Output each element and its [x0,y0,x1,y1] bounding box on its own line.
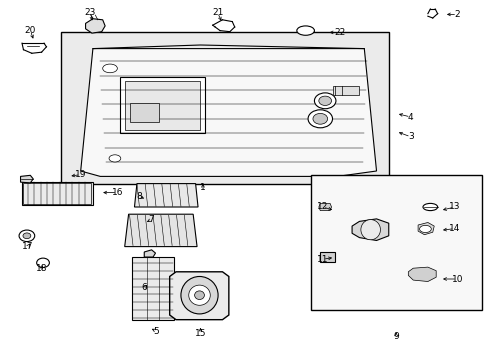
Text: 17: 17 [22,242,34,251]
Ellipse shape [307,110,332,128]
Polygon shape [417,222,433,235]
Bar [120,77,205,133]
Text: 8: 8 [136,192,142,201]
Text: 3: 3 [407,132,413,141]
Ellipse shape [360,220,380,240]
Text: 10: 10 [450,274,462,284]
Text: 11: 11 [316,255,328,264]
Text: 12: 12 [316,202,328,211]
Bar [124,81,200,130]
Text: 5: 5 [153,327,159,336]
Ellipse shape [296,26,314,35]
Ellipse shape [23,233,31,239]
Text: 15: 15 [194,328,206,338]
Polygon shape [20,175,33,183]
Text: 2: 2 [453,10,459,19]
Polygon shape [85,19,105,33]
Polygon shape [144,250,155,257]
Text: 1: 1 [200,183,205,192]
Text: 7: 7 [148,215,154,224]
Ellipse shape [19,230,35,242]
Polygon shape [169,272,228,320]
Polygon shape [81,49,376,176]
Text: 16: 16 [111,188,123,197]
Text: 20: 20 [24,26,36,35]
Polygon shape [318,203,331,211]
Text: 14: 14 [448,224,460,233]
Bar [310,175,481,310]
Text: 13: 13 [448,202,460,211]
Ellipse shape [102,64,117,73]
Ellipse shape [419,225,430,233]
Ellipse shape [422,203,437,211]
Text: 19: 19 [75,170,86,179]
Polygon shape [407,267,435,282]
Ellipse shape [194,291,204,300]
Polygon shape [351,219,388,240]
Bar [320,252,334,262]
Text: 6: 6 [141,284,147,292]
Ellipse shape [312,113,327,124]
Ellipse shape [109,155,121,162]
Polygon shape [134,184,198,207]
Polygon shape [124,214,197,247]
Text: 4: 4 [407,112,413,122]
Bar [332,86,359,95]
Bar [61,32,388,184]
Text: 23: 23 [84,8,96,17]
Bar [129,103,159,122]
Bar [23,183,91,204]
Text: 9: 9 [392,332,398,341]
Ellipse shape [181,276,218,314]
Ellipse shape [188,285,210,305]
Text: 18: 18 [36,264,47,273]
Bar [22,182,93,205]
Text: 21: 21 [211,8,223,17]
Ellipse shape [314,93,335,109]
Ellipse shape [318,96,331,105]
Bar [132,257,173,320]
Ellipse shape [37,258,49,267]
Text: 22: 22 [333,28,345,37]
